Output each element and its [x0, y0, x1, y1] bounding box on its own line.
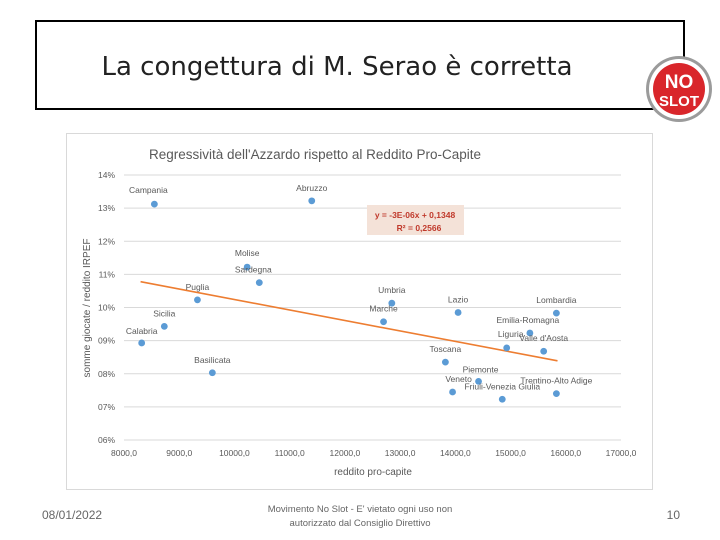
- data-point: [138, 339, 146, 347]
- footer-date: 08/01/2022: [42, 508, 103, 522]
- data-label: Puglia: [186, 282, 210, 292]
- data-point: [255, 279, 263, 287]
- data-point: [454, 309, 462, 316]
- data-point: [526, 329, 534, 337]
- data-point: [540, 347, 548, 355]
- x-tick-label: 16000,0: [550, 448, 581, 458]
- data-point: [475, 377, 482, 385]
- y-tick-label: 13%: [98, 203, 115, 213]
- data-point: [498, 395, 506, 403]
- footer-text: Movimento No Slot - E' vietato ogni uso …: [255, 503, 465, 531]
- scatter-chart: Regressività dell'Azzardo rispetto al Re…: [82, 147, 637, 478]
- trendline-equation: y = -3E-06x + 0,1348: [375, 210, 456, 220]
- data-point: [388, 299, 396, 307]
- data-label: Sicilia: [153, 308, 175, 318]
- no-slot-logo: NO SLOT: [646, 56, 712, 122]
- data-label: Calabria: [126, 326, 158, 336]
- data-point: [552, 309, 560, 317]
- x-tick-label: 11000,0: [275, 448, 305, 458]
- data-point: [160, 322, 168, 330]
- x-axis-label: reddito pro-capite: [334, 467, 412, 478]
- equation-box: [367, 205, 464, 235]
- x-tick-label: 13000,0: [385, 448, 416, 458]
- y-tick-label: 07%: [98, 402, 115, 412]
- data-label: Valle d'Aosta: [519, 333, 568, 343]
- data-label: Piemonte: [463, 364, 499, 374]
- data-label: Emilia-Romagna: [496, 315, 559, 325]
- data-point: [208, 369, 216, 377]
- data-label: Friuli-Venezia Giulia: [464, 381, 540, 391]
- data-label: Sardegna: [235, 265, 272, 275]
- data-point: [441, 358, 449, 366]
- x-tick-label: 15000,0: [495, 448, 526, 458]
- data-label: Toscana: [430, 344, 462, 354]
- page-number: 10: [666, 508, 680, 522]
- x-tick-label: 14000,0: [440, 448, 471, 458]
- trendline-r-squared: R² = 0,2566: [397, 223, 442, 233]
- y-tick-label: 09%: [98, 336, 115, 346]
- footer-text-line1: Movimento No Slot - E' vietato ogni uso …: [267, 504, 453, 515]
- data-point: [380, 318, 387, 326]
- data-label: Liguria: [498, 329, 524, 339]
- data-label: Abruzzo: [296, 183, 327, 193]
- x-tick-label: 9000,0: [166, 448, 192, 458]
- data-label: Lombardia: [536, 295, 576, 305]
- data-label: Marche: [369, 304, 398, 314]
- data-label: Campania: [129, 185, 168, 195]
- slide-title: La congettura di M. Serao è corretta: [101, 52, 573, 82]
- data-point: [194, 296, 201, 304]
- data-point: [503, 344, 511, 352]
- x-tick-label: 12000,0: [330, 448, 361, 458]
- x-tick-label: 8000,0: [111, 448, 137, 458]
- chart-frame: Regressività dell'Azzardo rispetto al Re…: [66, 133, 653, 490]
- footer-text-line2: autorizzato dal Consiglio Direttivo: [289, 518, 431, 529]
- data-point: [243, 263, 251, 271]
- y-axis-label: somme giocate / reddito IRPEF: [82, 239, 93, 378]
- y-tick-label: 08%: [98, 369, 115, 379]
- chart-title: Regressività dell'Azzardo rispetto al Re…: [149, 147, 481, 162]
- trendline: [140, 280, 558, 362]
- y-tick-label: 14%: [98, 170, 115, 180]
- data-label: Veneto: [445, 374, 472, 384]
- data-point: [552, 390, 560, 398]
- x-tick-label: 17000,0: [606, 448, 637, 458]
- data-point: [150, 200, 158, 208]
- logo-text-slot: SLOT: [659, 93, 699, 110]
- data-label: Trentino-Alto Adige: [520, 376, 592, 386]
- data-point: [449, 388, 456, 396]
- y-tick-label: 12%: [98, 236, 115, 246]
- data-label: Umbria: [378, 285, 406, 295]
- data-label: Molise: [235, 248, 260, 258]
- x-tick-label: 10000,0: [219, 448, 250, 458]
- title-box: La congettura di M. Serao è corretta NO …: [35, 20, 712, 122]
- y-tick-label: 11%: [99, 269, 116, 279]
- y-tick-label: 10%: [98, 303, 115, 313]
- data-label: Basilicata: [194, 355, 231, 365]
- y-tick-label: 06%: [98, 435, 115, 445]
- data-label: Lazio: [448, 294, 469, 304]
- logo-text-no: NO: [665, 72, 694, 93]
- data-point: [308, 197, 316, 205]
